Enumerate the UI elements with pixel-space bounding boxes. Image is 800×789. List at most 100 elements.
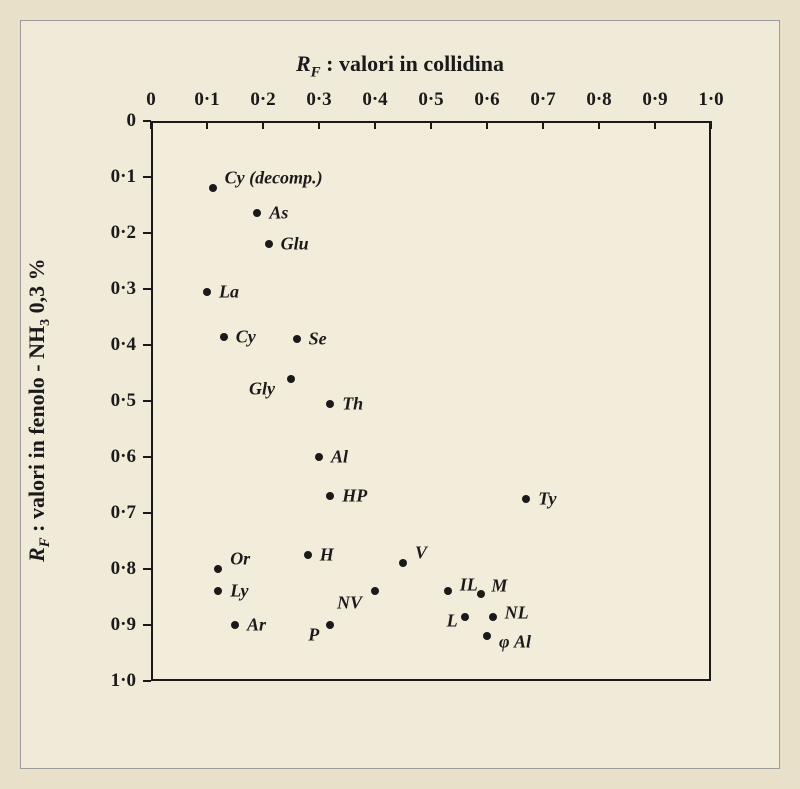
y-tick-label: 0·8	[76, 558, 136, 580]
data-label: L	[447, 610, 458, 631]
y-tick-label: 0·1	[76, 166, 136, 188]
data-label: Se	[309, 329, 327, 350]
y-tick-label: 0	[76, 110, 136, 132]
x-tick-label: 0·9	[642, 89, 667, 111]
data-label: Cy (decomp.)	[225, 168, 323, 189]
x-tick-label: 1·0	[698, 89, 723, 111]
x-tick	[598, 121, 600, 129]
x-tick-label: 0·2	[250, 89, 275, 111]
data-label: φ Al	[499, 632, 531, 653]
data-point	[444, 587, 452, 595]
x-tick-label: 0·7	[530, 89, 555, 111]
x-tick	[318, 121, 320, 129]
data-point	[209, 184, 217, 192]
data-label: Ty	[538, 489, 556, 510]
data-point	[203, 288, 211, 296]
data-point	[522, 495, 530, 503]
y-tick	[143, 512, 151, 514]
x-tick	[542, 121, 544, 129]
data-point	[231, 621, 239, 629]
data-label: Cy	[236, 326, 256, 347]
data-label: IL	[460, 575, 478, 596]
data-point	[477, 590, 485, 598]
data-label: Al	[331, 447, 348, 468]
data-label: HP	[342, 486, 367, 507]
y-tick-label: 0·6	[76, 446, 136, 468]
data-point	[483, 632, 491, 640]
data-point	[287, 375, 295, 383]
data-point	[253, 209, 261, 217]
y-tick-label: 0·9	[76, 614, 136, 636]
data-point	[265, 240, 273, 248]
y-tick	[143, 232, 151, 234]
x-tick-label: 0·4	[362, 89, 387, 111]
chart-frame: RF : valori in collidina RF : valori in …	[20, 20, 780, 769]
y-tick-label: 1·0	[76, 670, 136, 692]
y-tick	[143, 344, 151, 346]
y-tick-label: 0·4	[76, 334, 136, 356]
data-point	[220, 333, 228, 341]
data-label: Or	[230, 549, 250, 570]
x-tick	[262, 121, 264, 129]
data-point	[214, 587, 222, 595]
data-point	[489, 613, 497, 621]
y-tick-label: 0·2	[76, 222, 136, 244]
x-tick	[374, 121, 376, 129]
x-title-prefix: R	[296, 51, 311, 76]
data-point	[326, 492, 334, 500]
chart-container: RF : valori in collidina RF : valori in …	[21, 21, 779, 768]
x-title-rest: : valori in collidina	[321, 51, 504, 76]
data-label: V	[415, 543, 427, 564]
y-tick	[143, 120, 151, 122]
y-tick-label: 0·7	[76, 502, 136, 524]
data-point	[315, 453, 323, 461]
y-tick-label: 0·5	[76, 390, 136, 412]
y-title-sub: F	[37, 537, 53, 547]
data-label: Gly	[249, 378, 275, 399]
data-point	[326, 621, 334, 629]
y-tick	[143, 568, 151, 570]
y-title-sub2: 3	[38, 318, 53, 325]
data-label: Ly	[230, 581, 248, 602]
y-title-rest: : valori in fenolo - NH	[24, 325, 49, 536]
y-tick	[143, 456, 151, 458]
y-tick	[143, 288, 151, 290]
x-tick-label: 0·8	[586, 89, 611, 111]
x-axis-title: RF : valori in collidina	[296, 51, 504, 81]
data-point	[214, 565, 222, 573]
data-label: P	[308, 625, 319, 646]
y-title-rest2: 0,3 %	[24, 258, 49, 319]
data-label: M	[491, 576, 507, 597]
y-tick	[143, 680, 151, 682]
y-tick-label: 0·3	[76, 278, 136, 300]
data-label: As	[269, 203, 288, 224]
y-tick	[143, 400, 151, 402]
data-label: Th	[342, 393, 363, 414]
x-title-sub: F	[311, 64, 321, 80]
x-tick	[486, 121, 488, 129]
y-axis-title: RF : valori in fenolo - NH3 0,3 %	[24, 258, 54, 562]
x-tick-label: 0·6	[474, 89, 499, 111]
data-label: NL	[505, 602, 529, 623]
data-point	[304, 551, 312, 559]
data-point	[326, 400, 334, 408]
x-tick-label: 0	[146, 89, 156, 111]
data-label: La	[219, 281, 239, 302]
data-point	[461, 613, 469, 621]
y-tick	[143, 624, 151, 626]
data-label: Ar	[247, 615, 266, 636]
data-point	[399, 559, 407, 567]
data-point	[371, 587, 379, 595]
x-tick	[150, 121, 152, 129]
x-tick	[206, 121, 208, 129]
x-tick	[654, 121, 656, 129]
x-tick-label: 0·5	[418, 89, 443, 111]
data-point	[293, 335, 301, 343]
y-title-prefix: R	[24, 547, 49, 562]
data-label: H	[320, 545, 334, 566]
x-tick-label: 0·1	[194, 89, 219, 111]
x-tick	[430, 121, 432, 129]
x-tick	[710, 121, 712, 129]
data-label: Glu	[281, 234, 309, 255]
y-tick	[143, 176, 151, 178]
